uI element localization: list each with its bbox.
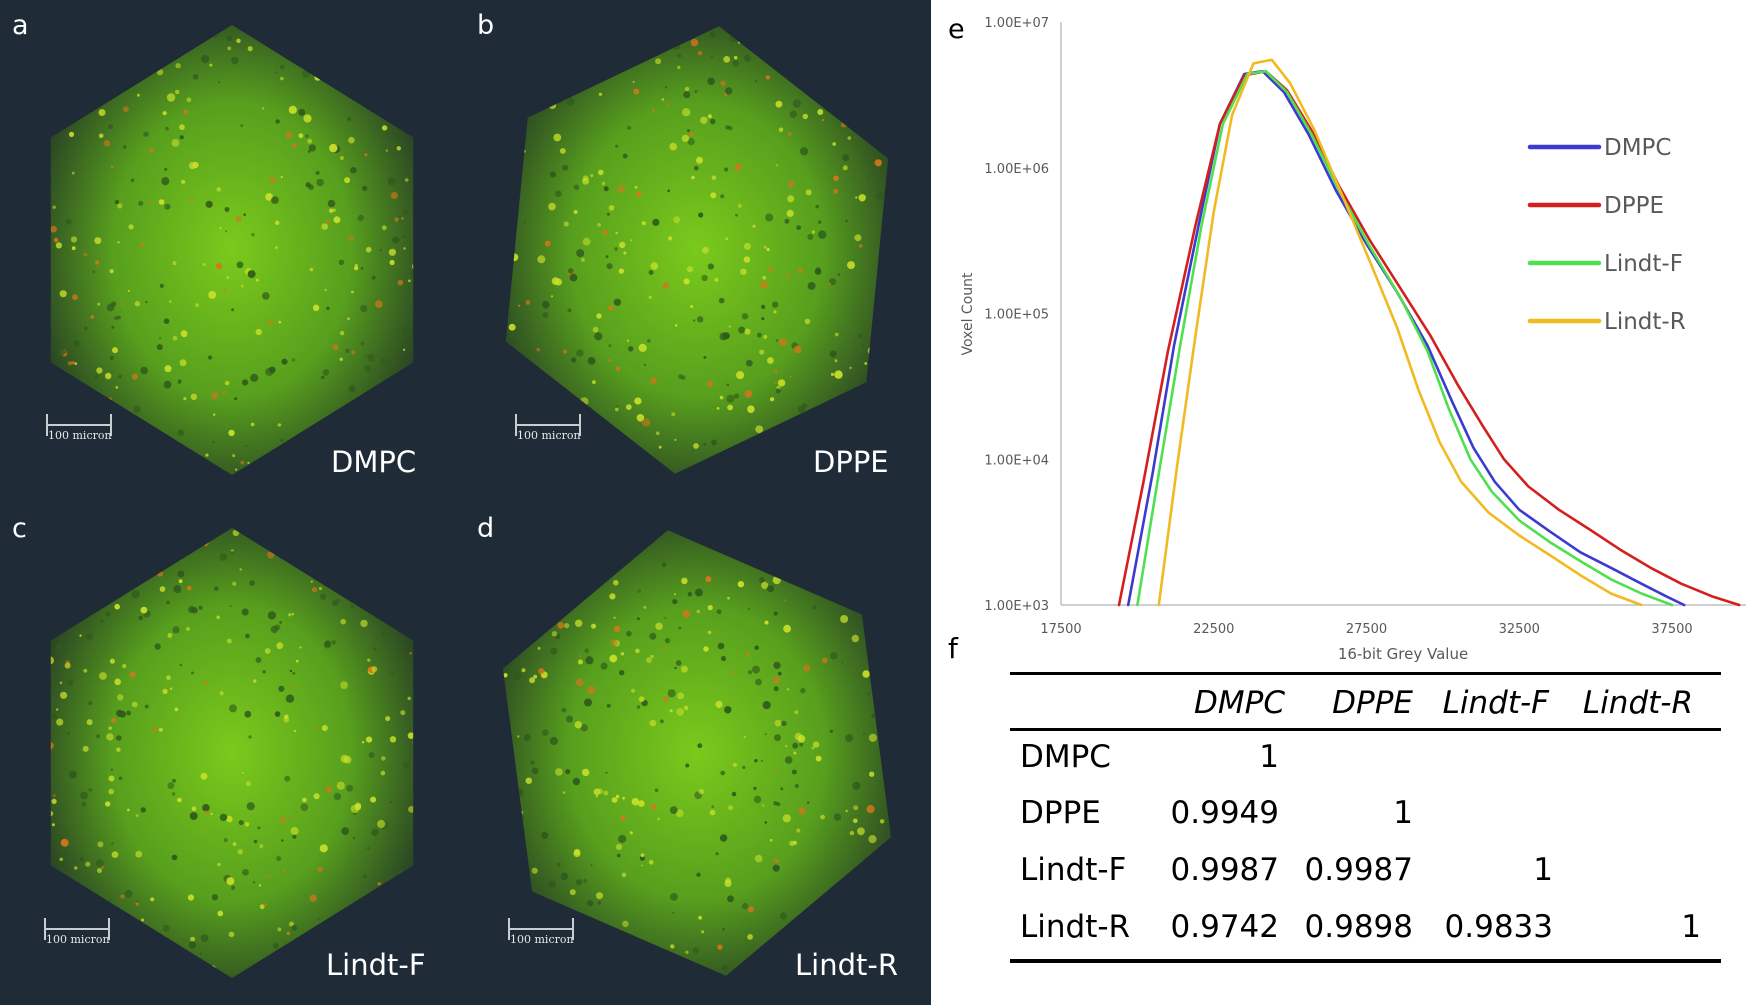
- table-cell: 0.9987: [1170, 852, 1279, 888]
- column-header: Lindt-R: [1582, 685, 1693, 721]
- panel-letter-f: f: [948, 632, 958, 665]
- x-tick-label: 32500: [1499, 622, 1540, 637]
- x-tick-label: 22500: [1193, 622, 1234, 637]
- legend-label: Lindt-R: [1604, 309, 1686, 335]
- y-tick-label: 1.00E+06: [984, 162, 1049, 177]
- cube-render: [505, 26, 889, 474]
- scale-bar-label: 100 micron: [46, 933, 110, 946]
- cube-render: [50, 528, 414, 978]
- scale-bar: 100 micron: [515, 414, 581, 442]
- image-panel-b: b 100 micron DPPE: [465, 0, 930, 502]
- x-axis-label: 16-bit Grey Value: [1338, 645, 1468, 663]
- cube-body: [50, 528, 414, 978]
- scale-bar-label: 100 micron: [510, 933, 574, 946]
- sample-label: Lindt-F: [326, 948, 426, 982]
- table-cell: 0.9898: [1304, 909, 1413, 945]
- legend-label: DPPE: [1604, 193, 1664, 219]
- y-tick-label: 1.00E+03: [984, 599, 1049, 614]
- column-header: DPPE: [1332, 685, 1413, 721]
- panel-letter: b: [477, 10, 495, 41]
- cube-body: [50, 25, 414, 475]
- scale-bar-label: 100 micron: [517, 429, 581, 442]
- table-top-rule: [1010, 672, 1721, 675]
- table-cell: 0.9833: [1444, 909, 1553, 945]
- series-lines: [1117, 58, 1741, 607]
- column-header: DMPC: [1194, 685, 1285, 721]
- scale-bar: 100 micron: [44, 918, 110, 946]
- table-header-rule: [1010, 728, 1721, 731]
- x-tick-labels: 17500 22500 27500 32500 37500: [1040, 622, 1692, 637]
- panel-letter-e: e: [948, 14, 965, 45]
- panel-letter: a: [12, 10, 29, 41]
- cube-body: [503, 530, 891, 976]
- scale-bar: 100 micron: [46, 414, 112, 442]
- table-cell: 1: [1533, 852, 1553, 888]
- sample-label: DMPC: [331, 445, 417, 479]
- x-tick-label: 27500: [1346, 622, 1387, 637]
- cube-body: [505, 26, 889, 474]
- y-tick-label: 1.00E+05: [984, 308, 1049, 323]
- table-cell: 1: [1393, 795, 1413, 831]
- row-label: DMPC: [1020, 739, 1111, 775]
- legend: DMPC DPPE Lindt-F Lindt-R: [1527, 135, 1686, 335]
- cube-render: [503, 530, 891, 976]
- micro-ct-image-grid: a 100 micron DMPC b 100 micron DPPE c 10…: [0, 0, 931, 1005]
- panel-letter: d: [477, 513, 495, 544]
- table-bottom-rule: [1010, 959, 1721, 963]
- cube-render: [50, 25, 414, 475]
- x-tick-label: 37500: [1651, 622, 1692, 637]
- histogram-chart: e 1.00E+031.00E+041.00E+051.00E+061.00E+…: [948, 14, 1746, 663]
- row-label: DPPE: [1020, 795, 1101, 831]
- column-header: Lindt-F: [1442, 685, 1549, 721]
- legend-label: Lindt-F: [1604, 251, 1683, 277]
- image-panel-d: d 100 micron Lindt-R: [465, 503, 930, 1005]
- table-cell: 1: [1259, 739, 1279, 775]
- row-label: Lindt-R: [1020, 909, 1131, 945]
- sample-label: DPPE: [813, 445, 889, 479]
- image-panel-c: c 100 micron Lindt-F: [0, 503, 465, 1005]
- y-tick-label: 1.00E+04: [984, 453, 1049, 468]
- scale-bar: 100 micron: [508, 918, 574, 946]
- table-cell: 1: [1681, 909, 1701, 945]
- series-line-dppe: [1117, 69, 1741, 607]
- table-cell: 0.9742: [1170, 909, 1279, 945]
- sample-label: Lindt-R: [795, 948, 898, 982]
- legend-label: DMPC: [1604, 135, 1671, 161]
- series-line-lindt-f: [1136, 69, 1674, 607]
- y-axis-label: Voxel Count: [960, 272, 976, 356]
- x-tick-label: 17500: [1040, 622, 1081, 637]
- y-tick-labels: 1.00E+03 1.00E+04 1.00E+05 1.00E+06 1.00E+07: [984, 16, 1049, 614]
- y-tick-label: 1.00E+07: [984, 16, 1049, 31]
- table-cell: 0.9987: [1304, 852, 1413, 888]
- series-line-lindt-r: [1157, 58, 1643, 607]
- panel-letter: c: [12, 513, 27, 544]
- scale-bar-label: 100 micron: [48, 429, 112, 442]
- series-line-dmpc: [1126, 69, 1686, 607]
- image-panel-a: a 100 micron DMPC: [0, 0, 465, 502]
- row-label: Lindt-F: [1020, 852, 1127, 888]
- table-cell: 0.9949: [1170, 795, 1279, 831]
